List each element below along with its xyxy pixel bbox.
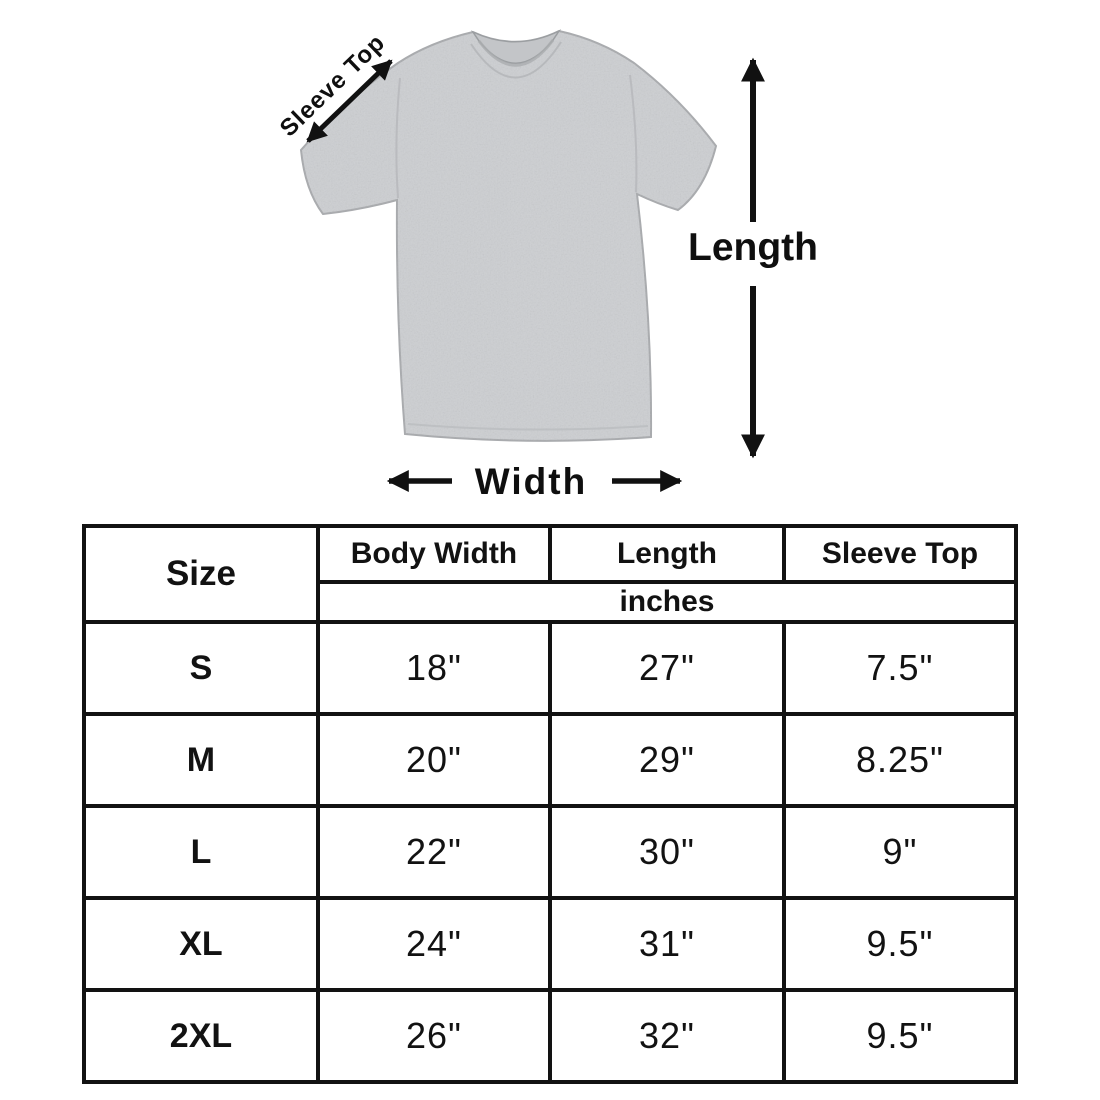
size-cell: M xyxy=(82,712,320,808)
measurement-arrows xyxy=(306,57,765,492)
size-cell: 2XL xyxy=(82,988,320,1084)
length-cell: 32" xyxy=(547,988,786,1084)
table-row-2xl: 2XL 26" 32" 9.5" xyxy=(82,988,1019,1084)
size-cell: S xyxy=(82,620,320,716)
size-cell: L xyxy=(82,804,320,900)
header-length: Length xyxy=(547,524,786,584)
tshirt-measurement-diagram xyxy=(299,29,765,492)
right-sleeve-seam xyxy=(629,74,638,193)
body-width-cell: 24" xyxy=(315,896,552,992)
sleeve-top-cell: 8.25" xyxy=(781,712,1019,808)
size-table-body: S 18" 27" 7.5" M 20" 29" 8.25" L 22" 30"… xyxy=(82,620,1019,1084)
width-label: Width xyxy=(474,461,588,502)
size-cell: XL xyxy=(82,896,320,992)
size-table: Size Body Width Length Sleeve Top inches… xyxy=(82,524,1019,1084)
length-label: Length xyxy=(688,226,818,269)
length-cell: 31" xyxy=(547,896,786,992)
body-width-cell: 22" xyxy=(315,804,552,900)
body-width-cell: 20" xyxy=(315,712,552,808)
sleeve-top-cell: 7.5" xyxy=(781,620,1019,716)
unit-row: inches xyxy=(84,580,1019,624)
header-row: Size Body Width Length Sleeve Top xyxy=(82,524,1019,624)
header-body-width: Body Width xyxy=(315,524,552,584)
collar-inner-shadow xyxy=(477,39,555,67)
table-row-s: S 18" 27" 7.5" xyxy=(82,620,1019,716)
sleeve-top-arrow xyxy=(306,59,393,143)
collar-seam xyxy=(470,41,562,79)
size-table-header: Size Body Width Length Sleeve Top inches xyxy=(82,524,1019,624)
length-cell: 29" xyxy=(547,712,786,808)
left-sleeve-seam xyxy=(395,77,401,199)
table-row-xl: XL 24" 31" 9.5" xyxy=(82,896,1019,992)
length-cell: 30" xyxy=(547,804,786,900)
unit-cell: inches xyxy=(315,580,1019,624)
table-row-m: M 20" 29" 8.25" xyxy=(82,712,1019,808)
length-cell: 27" xyxy=(547,620,786,716)
header-size: Size xyxy=(82,524,320,624)
body-width-cell: 26" xyxy=(315,988,552,1084)
sleeve-top-cell: 9.5" xyxy=(781,896,1019,992)
body-width-cell: 18" xyxy=(315,620,552,716)
sleeve-top-cell: 9.5" xyxy=(781,988,1019,1084)
sleeve-top-cell: 9" xyxy=(781,804,1019,900)
header-sleeve-top: Sleeve Top xyxy=(781,524,1019,584)
size-table-wrapper: Size Body Width Length Sleeve Top inches… xyxy=(82,524,1019,1084)
table-row-l: L 22" 30" 9" xyxy=(82,804,1019,900)
hem-seam xyxy=(407,423,649,431)
